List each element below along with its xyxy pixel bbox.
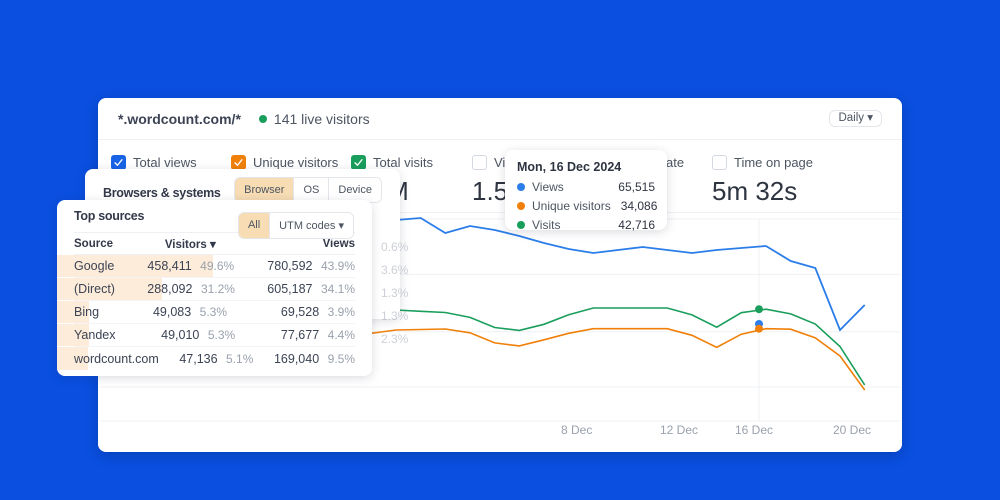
svg-text:16 Dec: 16 Dec <box>735 423 773 437</box>
svg-text:12 Dec: 12 Dec <box>660 423 698 437</box>
svg-text:8 Dec: 8 Dec <box>561 423 592 437</box>
svg-text:20 Dec: 20 Dec <box>833 423 871 437</box>
